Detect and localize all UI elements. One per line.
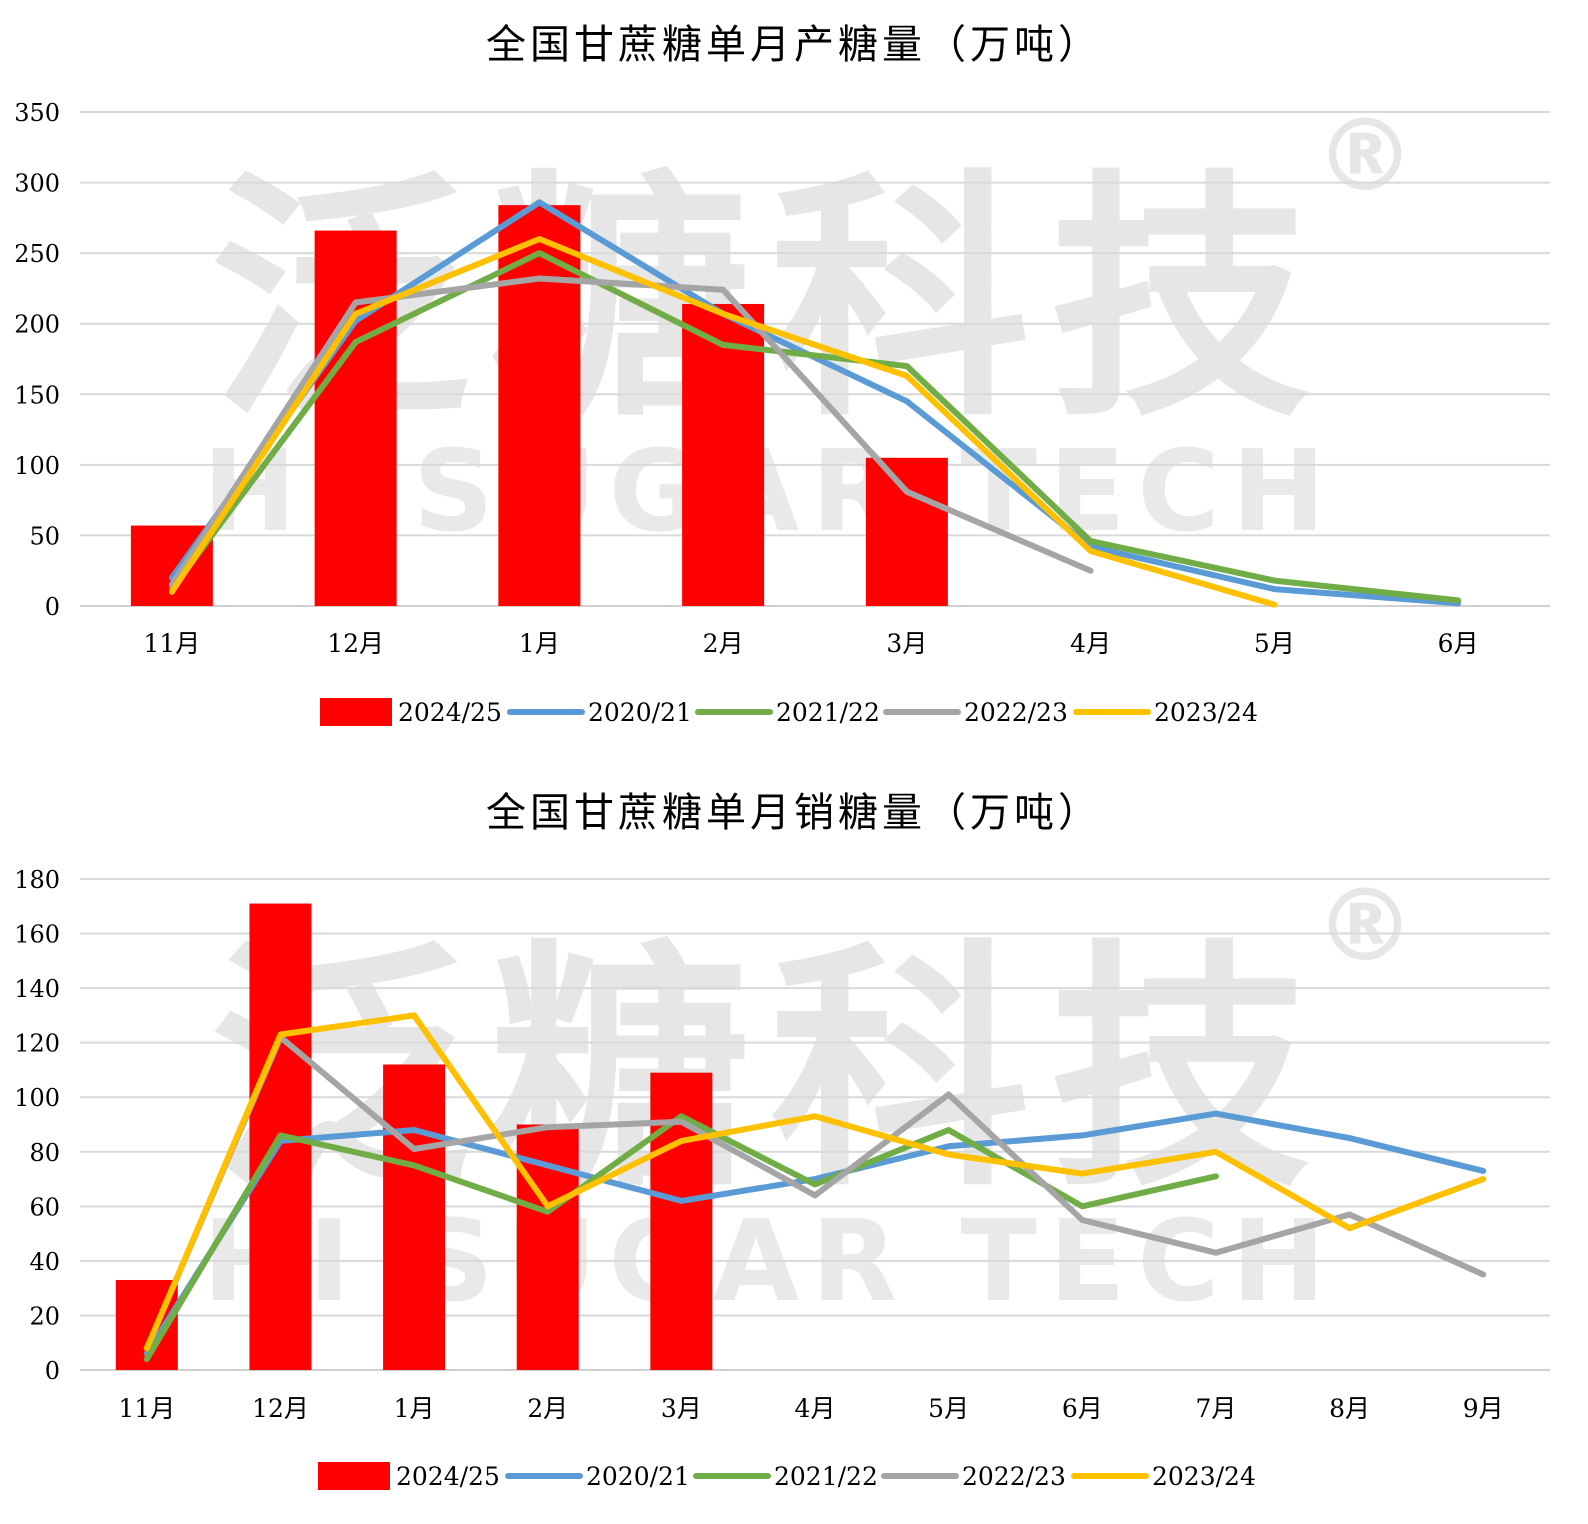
legend-label: 2021/22 (776, 698, 880, 727)
line-series-2023/24 (168, 236, 1278, 608)
x-tick-label: 4月 (795, 1394, 836, 1423)
x-tick-label: 4月 (1070, 629, 1111, 658)
legend-label: 2022/23 (962, 1462, 1066, 1491)
bar (383, 1064, 446, 1370)
y-tick-label: 80 (29, 1139, 60, 1167)
bar-series-2024/25 (130, 205, 948, 606)
bar (682, 303, 765, 606)
watermark-registered-mark: ® (1315, 867, 1415, 984)
legend-item: 2024/25 (320, 698, 502, 727)
y-tick-label: 100 (14, 452, 60, 480)
x-tick-label: 5月 (1254, 629, 1295, 658)
legend-item: 2021/22 (693, 1462, 878, 1491)
watermark-cn: 泛糖科技 (210, 920, 1330, 1222)
y-tick-label: 20 (29, 1302, 60, 1330)
sales-chart: 全国甘蔗糖单月销糖量（万吨） 泛糖科技 HI SUGAR TECH ® 0 20 40 60… (0, 762, 1588, 1524)
series-line (168, 275, 1094, 588)
x-tick-label: 5月 (928, 1394, 969, 1423)
y-tick-label: 300 (14, 170, 60, 198)
series-line (143, 1012, 1487, 1352)
legend-label: 2023/24 (1154, 698, 1258, 727)
x-tick-label: 11月 (143, 629, 200, 658)
legend-item: 2023/24 (1073, 698, 1258, 727)
production-chart: 全国甘蔗糖单月产糖量（万吨） 泛糖科技 HI SUGAR TECH ® 0 50 100 1… (14, 22, 1550, 727)
bar (314, 230, 397, 606)
legend: 2024/25 2020/21 2021/22 2022/23 2023/24 (318, 1462, 1256, 1491)
y-tick-label: 150 (14, 381, 60, 409)
x-tick-label: 3月 (886, 629, 927, 658)
y-tick-label: 40 (29, 1248, 60, 1276)
legend-label: 2024/25 (396, 1462, 500, 1491)
legend-label: 2020/21 (586, 1462, 690, 1491)
x-tick-label: 8月 (1329, 1394, 1370, 1423)
x-tick-label: 6月 (1438, 629, 1479, 658)
x-tick-label: 12月 (252, 1394, 309, 1423)
line-series-2020/21 (143, 1110, 1487, 1357)
y-tick-label: 120 (14, 1030, 60, 1058)
x-tick-label: 6月 (1062, 1394, 1103, 1423)
legend-swatch (320, 698, 392, 726)
y-tick-label: 0 (45, 593, 60, 621)
watermark-en: HI SUGAR TECH (203, 1197, 1338, 1327)
legend-item: 2021/22 (695, 698, 880, 727)
legend-item: 2024/25 (318, 1462, 500, 1491)
y-tick-label: 50 (29, 522, 60, 550)
legend-label: 2024/25 (398, 698, 502, 727)
legend: 2024/25 2020/21 2021/22 2022/23 2023/24 (320, 698, 1258, 727)
y-tick-label: 180 (14, 866, 60, 894)
chart-title-production: 全国甘蔗糖单月产糖量（万吨） (486, 22, 1102, 68)
x-tick-label: 1月 (394, 1394, 435, 1423)
legend-item: 2022/23 (881, 1462, 1066, 1491)
bar (498, 205, 581, 606)
y-tick-label: 250 (14, 240, 60, 268)
legend-label: 2021/22 (774, 1462, 878, 1491)
legend-item: 2020/21 (507, 698, 692, 727)
x-tick-label: 2月 (527, 1394, 568, 1423)
gridlines (80, 878, 1550, 1371)
legend-label: 2023/24 (1152, 1462, 1256, 1491)
legend-label: 2020/21 (588, 698, 692, 727)
line-series-2022/23 (168, 275, 1094, 588)
series-line (143, 1034, 1487, 1352)
legend-item: 2023/24 (1071, 1462, 1256, 1491)
series-line (168, 250, 1462, 604)
y-tick-label: 350 (14, 99, 60, 127)
series-line (168, 236, 1278, 608)
legend-label: 2022/23 (964, 698, 1068, 727)
legend-item: 2022/23 (883, 698, 1068, 727)
x-tick-label: 7月 (1195, 1394, 1236, 1423)
x-tick-label: 12月 (327, 629, 384, 658)
legend-item: 2020/21 (505, 1462, 690, 1491)
line-series-2023/24 (143, 1012, 1487, 1352)
line-series-2022/23 (143, 1034, 1487, 1352)
bar (865, 457, 948, 606)
y-tick-label: 200 (14, 311, 60, 339)
y-tick-label: 100 (14, 1084, 60, 1112)
x-tick-label: 3月 (661, 1394, 702, 1423)
y-tick-label: 160 (14, 921, 60, 949)
y-tick-label: 140 (14, 975, 60, 1003)
series-line (143, 1110, 1487, 1357)
chart-title-sales: 全国甘蔗糖单月销糖量（万吨） (486, 790, 1102, 836)
watermark-registered-mark: ® (1315, 97, 1415, 214)
x-tick-label: 1月 (519, 629, 560, 658)
x-tick-label: 11月 (118, 1394, 175, 1423)
line-series-2021/22 (168, 250, 1462, 604)
x-tick-label: 9月 (1463, 1394, 1504, 1423)
x-tick-label: 2月 (703, 629, 744, 658)
y-tick-label: 0 (45, 1357, 60, 1385)
legend-swatch (318, 1462, 390, 1490)
y-tick-label: 60 (29, 1193, 60, 1221)
